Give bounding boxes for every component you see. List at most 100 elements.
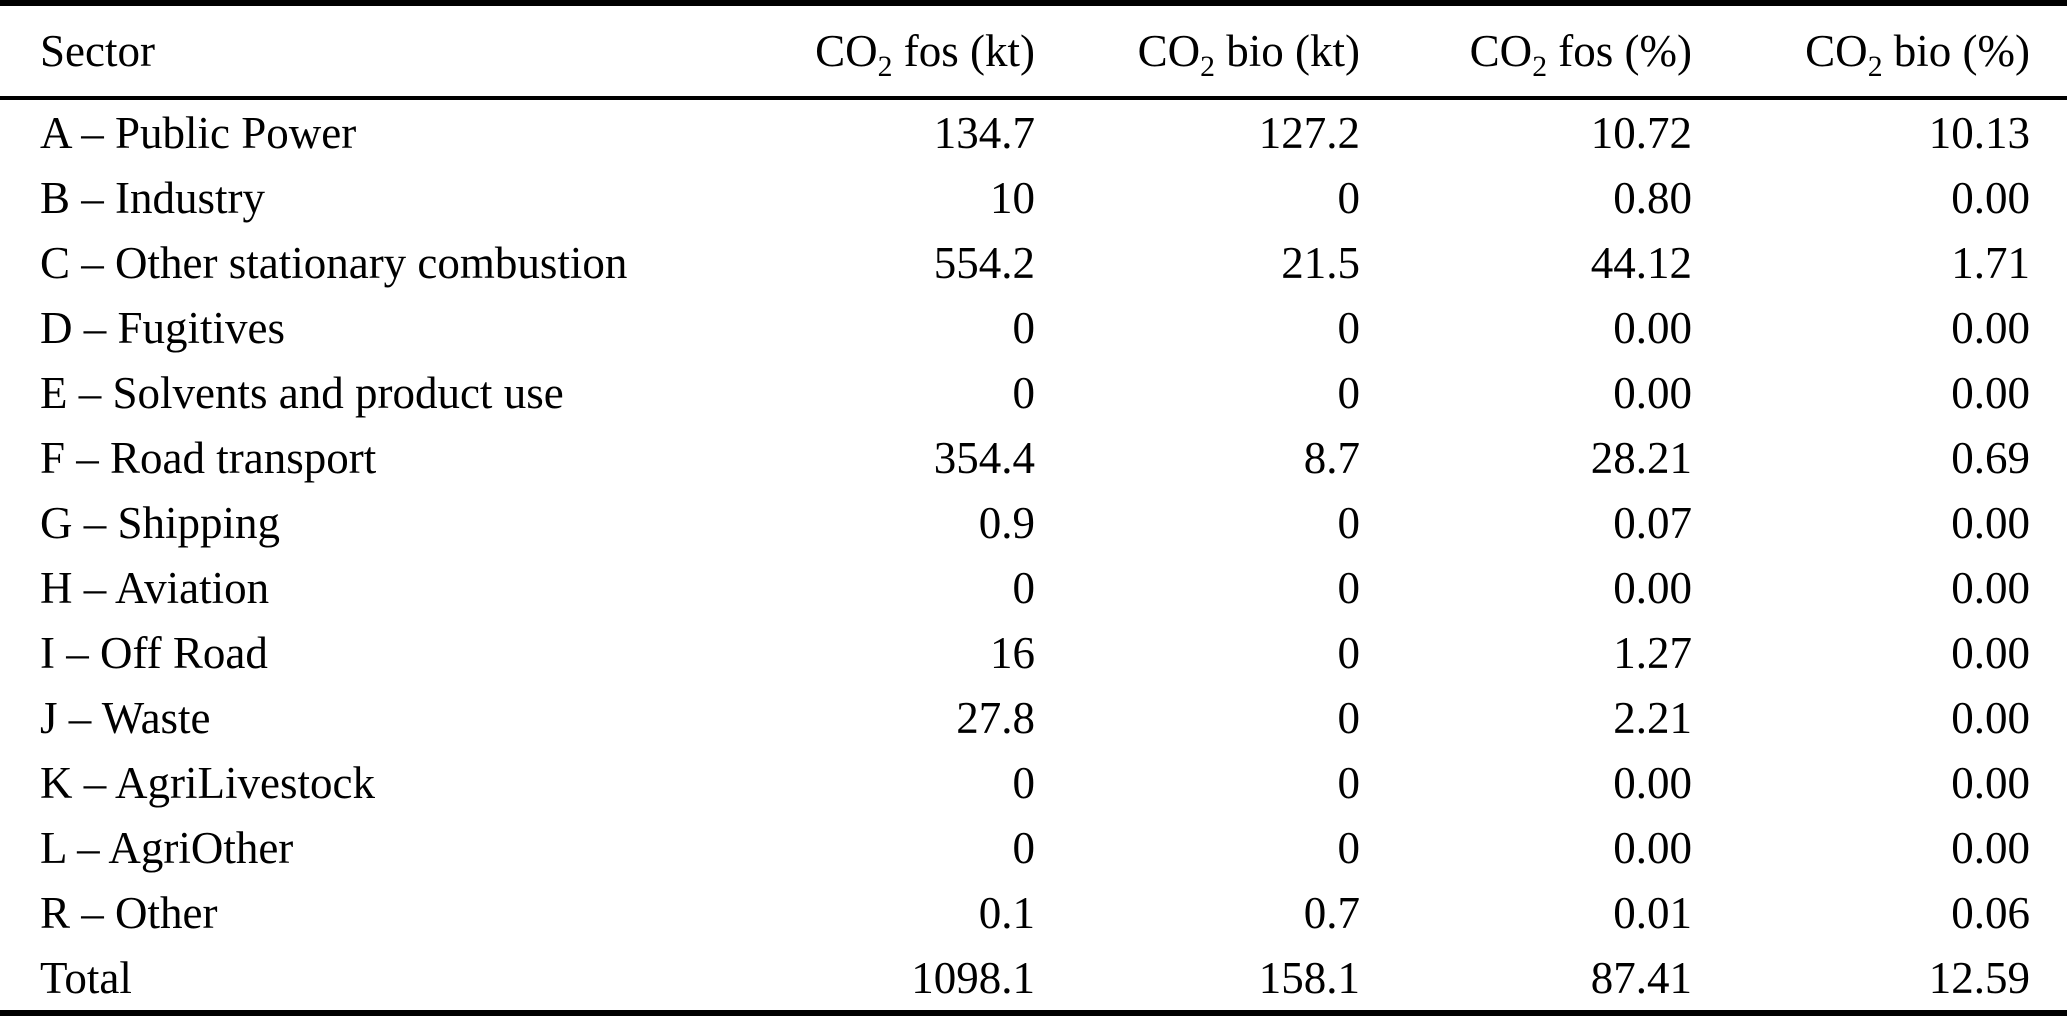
- bio-pct-cell: 0.00: [1951, 367, 2030, 418]
- bio-kt-cell: 0: [1337, 562, 1361, 613]
- column-header-sector: Sector: [0, 3, 663, 100]
- fos-kt-cell: 0: [1012, 302, 1036, 353]
- header-subscript: 2: [1867, 51, 1883, 83]
- column-header-co2-fos-pct: CO2 fos (%): [1360, 3, 1692, 100]
- header-label: CO: [1805, 26, 1868, 76]
- table-row-road-transport: F – Road transport 354.4 8.7 28.21 0.69: [0, 425, 2067, 490]
- fos-pct-cell: 0.00: [1613, 562, 1692, 613]
- fos-pct-cell: 0.00: [1613, 822, 1692, 873]
- fos-pct-cell: 28.21: [1590, 432, 1692, 483]
- column-header-co2-bio-pct: CO2 bio (%): [1692, 3, 2067, 100]
- bio-kt-cell: 0: [1337, 172, 1361, 223]
- bio-pct-cell: 0.00: [1951, 822, 2030, 873]
- bio-pct-cell: 0.00: [1951, 497, 2030, 548]
- sector-cell: F – Road transport: [40, 432, 377, 483]
- bio-pct-cell: 12.59: [1928, 952, 2030, 1003]
- header-label: fos (%): [1547, 26, 1692, 76]
- table-row-industry: B – Industry 10 0 0.80 0.00: [0, 165, 2067, 230]
- table-row-off-road: I – Off Road 16 0 1.27 0.00: [0, 620, 2067, 685]
- fos-kt-cell: 0: [1012, 562, 1036, 613]
- sector-cell: G – Shipping: [40, 497, 281, 548]
- fos-pct-cell: 0.80: [1613, 172, 1692, 223]
- table-row-solvents-product-use: E – Solvents and product use 0 0 0.00 0.…: [0, 360, 2067, 425]
- header-label: bio (%): [1882, 26, 2030, 76]
- fos-kt-cell: 0: [1012, 367, 1036, 418]
- bio-kt-cell: 0: [1337, 822, 1361, 873]
- header-subscript: 2: [1200, 51, 1216, 83]
- fos-pct-cell: 0.01: [1613, 887, 1692, 938]
- fos-kt-cell: 16: [990, 627, 1035, 678]
- fos-kt-cell: 0.1: [978, 887, 1035, 938]
- fos-kt-cell: 10: [990, 172, 1035, 223]
- table-row-total: Total 1098.1 158.1 87.41 12.59: [0, 945, 2067, 1013]
- fos-kt-cell: 554.2: [933, 237, 1035, 288]
- fos-kt-cell: 1098.1: [911, 952, 1035, 1003]
- sector-cell: I – Off Road: [40, 627, 268, 678]
- bio-kt-cell: 0.7: [1303, 887, 1360, 938]
- bio-pct-cell: 0.00: [1951, 757, 2030, 808]
- sector-cell: C – Other stationary combustion: [40, 237, 628, 288]
- bio-kt-cell: 21.5: [1281, 237, 1360, 288]
- fos-pct-cell: 10.72: [1590, 107, 1692, 158]
- bio-pct-cell: 0.00: [1951, 302, 2030, 353]
- column-header-co2-bio-kt: CO2 bio (kt): [1035, 3, 1360, 100]
- bio-pct-cell: 0.00: [1951, 627, 2030, 678]
- bio-pct-cell: 0.00: [1951, 692, 2030, 743]
- fos-pct-cell: 87.41: [1590, 952, 1692, 1003]
- table-row-other-stationary-combustion: C – Other stationary combustion 554.2 21…: [0, 230, 2067, 295]
- table-header: Sector CO2 fos (kt) CO2 bio (kt) CO2 fos…: [0, 3, 2067, 100]
- sector-cell: J – Waste: [40, 692, 211, 743]
- bio-kt-cell: 127.2: [1258, 107, 1360, 158]
- table-row-public-power: A – Public Power 134.7 127.2 10.72 10.13: [0, 98, 2067, 165]
- bio-pct-cell: 0.69: [1951, 432, 2030, 483]
- table-body: A – Public Power 134.7 127.2 10.72 10.13…: [0, 98, 2067, 1013]
- header-label: Sector: [40, 26, 155, 76]
- header-subscript: 2: [877, 51, 893, 83]
- fos-pct-cell: 44.12: [1590, 237, 1692, 288]
- table-row-agrilivestock: K – AgriLivestock 0 0 0.00 0.00: [0, 750, 2067, 815]
- fos-kt-cell: 134.7: [933, 107, 1035, 158]
- header-row: Sector CO2 fos (kt) CO2 bio (kt) CO2 fos…: [0, 3, 2067, 100]
- table-row-fugitives: D – Fugitives 0 0 0.00 0.00: [0, 295, 2067, 360]
- bio-kt-cell: 0: [1337, 757, 1361, 808]
- fos-kt-cell: 0: [1012, 757, 1036, 808]
- sector-cell: D – Fugitives: [40, 302, 286, 353]
- fos-pct-cell: 0.07: [1613, 497, 1692, 548]
- fos-pct-cell: 1.27: [1613, 627, 1692, 678]
- sector-cell: Total: [40, 952, 132, 1003]
- header-label: CO: [1137, 26, 1201, 76]
- bio-kt-cell: 0: [1337, 692, 1361, 743]
- header-label: fos (kt): [892, 26, 1035, 76]
- table-row-agriother: L – AgriOther 0 0 0.00 0.00: [0, 815, 2067, 880]
- sector-cell: B – Industry: [40, 172, 265, 223]
- header-subscript: 2: [1532, 51, 1548, 83]
- fos-kt-cell: 354.4: [933, 432, 1035, 483]
- bio-pct-cell: 0.06: [1951, 887, 2030, 938]
- fos-kt-cell: 27.8: [956, 692, 1035, 743]
- bio-kt-cell: 0: [1337, 302, 1361, 353]
- column-header-co2-fos-kt: CO2 fos (kt): [663, 3, 1035, 100]
- bio-pct-cell: 0.00: [1951, 562, 2030, 613]
- fos-pct-cell: 2.21: [1613, 692, 1692, 743]
- bio-pct-cell: 10.13: [1928, 107, 2030, 158]
- fos-kt-cell: 0: [1012, 822, 1036, 873]
- fos-pct-cell: 0.00: [1613, 302, 1692, 353]
- table-row-other: R – Other 0.1 0.7 0.01 0.06: [0, 880, 2067, 945]
- sector-cell: E – Solvents and product use: [40, 367, 564, 418]
- sector-cell: H – Aviation: [40, 562, 270, 613]
- fos-pct-cell: 0.00: [1613, 757, 1692, 808]
- sector-cell: K – AgriLivestock: [40, 757, 375, 808]
- fos-kt-cell: 0.9: [978, 497, 1035, 548]
- bio-pct-cell: 1.71: [1951, 237, 2030, 288]
- table-row-shipping: G – Shipping 0.9 0 0.07 0.00: [0, 490, 2067, 555]
- bio-kt-cell: 158.1: [1258, 952, 1360, 1003]
- sector-cell: A – Public Power: [40, 107, 357, 158]
- bio-kt-cell: 0: [1337, 367, 1361, 418]
- fos-pct-cell: 0.00: [1613, 367, 1692, 418]
- bio-kt-cell: 8.7: [1303, 432, 1360, 483]
- bio-kt-cell: 0: [1337, 627, 1361, 678]
- sector-cell: L – AgriOther: [40, 822, 294, 873]
- table-row-waste: J – Waste 27.8 0 2.21 0.00: [0, 685, 2067, 750]
- header-label: CO: [815, 26, 878, 76]
